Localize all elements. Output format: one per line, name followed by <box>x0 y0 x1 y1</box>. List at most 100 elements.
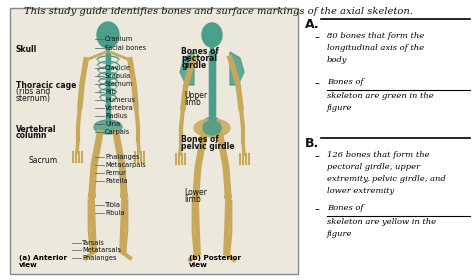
Bar <box>209 109 215 113</box>
Bar <box>106 67 110 71</box>
Text: –: – <box>315 151 320 161</box>
Text: (b) Posterior: (b) Posterior <box>189 255 241 261</box>
Bar <box>106 77 110 80</box>
Text: Sacrum: Sacrum <box>29 157 58 165</box>
Text: girdle: girdle <box>182 61 207 70</box>
Bar <box>209 102 215 105</box>
Ellipse shape <box>94 120 122 134</box>
Ellipse shape <box>89 193 95 199</box>
Bar <box>106 74 110 77</box>
Bar <box>209 63 215 66</box>
Text: –: – <box>315 78 320 88</box>
Bar <box>209 85 215 88</box>
Ellipse shape <box>89 192 95 197</box>
Text: (a) Anterior: (a) Anterior <box>18 255 67 261</box>
Bar <box>209 87 215 91</box>
Bar <box>106 115 110 118</box>
Ellipse shape <box>203 121 221 135</box>
Text: Phalanges: Phalanges <box>105 155 139 160</box>
Text: Patella: Patella <box>105 178 128 185</box>
Text: Femur: Femur <box>105 171 126 176</box>
Text: This study guide identifies bones and surface markings of the axial skeleton.: This study guide identifies bones and su… <box>24 7 412 16</box>
Bar <box>209 58 215 61</box>
Text: view: view <box>18 262 37 268</box>
Bar <box>106 87 110 90</box>
Bar <box>209 60 215 64</box>
Bar <box>106 71 110 74</box>
Bar <box>209 77 215 81</box>
Text: Carpals: Carpals <box>105 129 130 135</box>
Text: Radius: Radius <box>105 113 128 119</box>
Text: Rib: Rib <box>105 89 116 95</box>
Bar <box>209 75 215 78</box>
Text: Lower: Lower <box>184 188 207 197</box>
Text: Tibia: Tibia <box>105 202 121 208</box>
Bar <box>209 67 215 71</box>
Bar <box>209 92 215 95</box>
Text: lower extremity: lower extremity <box>327 187 394 195</box>
Bar <box>209 95 215 98</box>
Polygon shape <box>230 52 244 85</box>
Text: extremity, pelvic girdle, and: extremity, pelvic girdle, and <box>327 175 446 183</box>
Text: B.: B. <box>305 137 319 150</box>
Ellipse shape <box>121 192 127 197</box>
Text: pectoral: pectoral <box>182 54 218 63</box>
Text: Bones of: Bones of <box>327 204 364 213</box>
Ellipse shape <box>203 117 221 133</box>
Bar <box>209 50 215 54</box>
Text: Upper: Upper <box>184 91 207 100</box>
Bar <box>209 80 215 83</box>
Text: Metatarsals: Metatarsals <box>82 247 121 253</box>
Bar <box>106 58 110 61</box>
Text: Skull: Skull <box>16 45 37 54</box>
Bar <box>106 80 110 83</box>
Bar <box>106 90 110 93</box>
Bar <box>106 118 110 122</box>
Text: sternum): sternum) <box>16 94 51 103</box>
Text: –: – <box>315 32 320 42</box>
Text: 126 bones that form the: 126 bones that form the <box>327 151 429 159</box>
Text: figure: figure <box>327 230 353 238</box>
Bar <box>209 104 215 108</box>
Bar <box>209 73 215 76</box>
Bar <box>106 106 110 109</box>
Text: longitudinal axis of the: longitudinal axis of the <box>327 44 424 52</box>
Text: Fibula: Fibula <box>105 210 125 216</box>
Ellipse shape <box>194 119 230 137</box>
Bar <box>209 107 215 110</box>
Text: Clavicle: Clavicle <box>105 65 131 71</box>
Text: skeleton are green in the: skeleton are green in the <box>327 92 434 101</box>
Text: column: column <box>16 131 47 140</box>
Bar <box>106 83 110 87</box>
Bar <box>209 112 215 115</box>
Bar <box>209 70 215 74</box>
Bar <box>209 99 215 103</box>
Ellipse shape <box>90 249 96 253</box>
Text: Ulna: Ulna <box>105 121 120 127</box>
Text: view: view <box>189 262 208 268</box>
Text: limb: limb <box>184 195 201 204</box>
Bar <box>106 109 110 112</box>
Bar <box>209 82 215 86</box>
Text: Vertebral: Vertebral <box>16 125 56 134</box>
Ellipse shape <box>120 193 128 199</box>
Bar <box>106 55 110 58</box>
Bar <box>106 93 110 96</box>
Text: Metacarpals: Metacarpals <box>105 162 146 169</box>
Bar <box>209 116 215 120</box>
Text: (ribs and: (ribs and <box>16 87 50 96</box>
Text: Scapula: Scapula <box>105 73 131 79</box>
Text: Phalanges: Phalanges <box>82 255 117 260</box>
Bar <box>106 52 110 55</box>
Ellipse shape <box>202 23 222 47</box>
Bar <box>209 97 215 101</box>
Text: 80 bones that form the: 80 bones that form the <box>327 32 424 40</box>
Text: A.: A. <box>305 18 319 31</box>
Bar <box>209 55 215 59</box>
Text: figure: figure <box>327 104 353 112</box>
Ellipse shape <box>192 195 200 199</box>
Bar <box>106 99 110 102</box>
Ellipse shape <box>97 22 119 48</box>
Bar <box>106 102 110 106</box>
Text: Cranium: Cranium <box>105 36 133 42</box>
